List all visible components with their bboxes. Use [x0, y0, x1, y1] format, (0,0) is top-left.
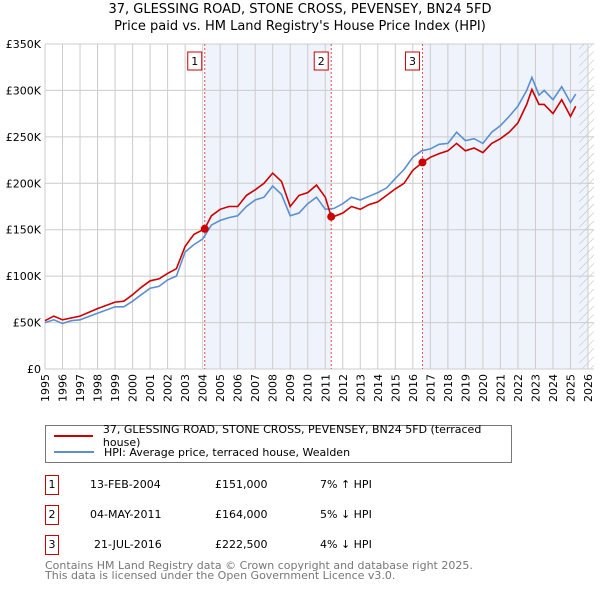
sale-label: 2	[318, 55, 325, 68]
shade-region	[422, 44, 588, 369]
y-tick-label: £300K	[6, 84, 42, 97]
sale-label-box	[404, 51, 420, 71]
forecast-hatch	[579, 44, 594, 369]
sale-hpi: 7% ↑ HPI	[320, 478, 372, 491]
sale-point	[200, 224, 209, 233]
x-tick-label: 2006	[232, 374, 245, 402]
x-tick-label: 2003	[179, 374, 192, 402]
sale-number: 1	[45, 475, 59, 495]
shade-region	[204, 44, 332, 369]
x-tick-label: 2026	[582, 374, 595, 402]
y-tick-label: £150K	[6, 224, 42, 237]
sale-price: £164,000	[215, 508, 268, 521]
sale-hpi: 5% ↓ HPI	[320, 508, 372, 521]
x-tick-label: 2011	[319, 374, 332, 402]
sale-label-box	[187, 51, 203, 71]
x-tick-label: 1997	[74, 374, 87, 402]
x-tick-label: 2002	[162, 374, 175, 402]
footer: Contains HM Land Registry data © Crown c…	[45, 559, 473, 582]
plot-area: 1995 1996 1997 1998 1999 2000 2001 2002 2003 2004…	[6, 38, 595, 402]
y-tick-label: £50K	[13, 317, 42, 330]
x-tick-label: 2023	[529, 374, 542, 402]
x-tick-label: 1995	[39, 374, 52, 402]
y-tick-label: £100K	[6, 270, 42, 283]
x-tick-label: 2015	[389, 374, 402, 402]
x-tick-label: 2020	[477, 374, 490, 402]
x-tick-label: 2017	[424, 374, 437, 402]
footer-line2: This data is licensed under the Open Gov…	[45, 569, 396, 582]
sale-point	[327, 212, 336, 221]
x-tick-label: 2019	[459, 374, 472, 402]
x-tick-label: 2012	[337, 374, 350, 402]
sale-date: 21-JUL-2016	[94, 538, 162, 551]
sale-point	[418, 158, 427, 167]
x-tick-label: 1999	[109, 374, 122, 402]
sale-hpi: 4% ↓ HPI	[320, 538, 372, 551]
sale-price: £222,500	[215, 538, 268, 551]
x-tick-label: 2016	[407, 374, 420, 402]
x-tick-label: 2025	[564, 374, 577, 402]
x-tick-label: 1998	[92, 374, 105, 402]
sale-label-box	[313, 51, 329, 71]
x-tick-label: 2004	[197, 374, 210, 402]
x-tick-label: 2009	[284, 374, 297, 402]
x-tick-label: 2013	[354, 374, 367, 402]
x-tick-label: 2021	[494, 374, 507, 402]
series-line	[44, 75, 577, 325]
sale-number: 2	[45, 505, 59, 525]
legend-swatch-hpi	[54, 451, 94, 453]
sale-date: 13-FEB-2004	[90, 478, 161, 491]
sale-label: 1	[191, 55, 198, 68]
sale-label: 3	[409, 55, 416, 68]
y-tick-label: £200K	[6, 177, 42, 190]
y-tick-label: £0	[27, 363, 41, 376]
x-tick-label: 2022	[512, 374, 525, 402]
x-tick-label: 2024	[547, 374, 560, 402]
sale-row: 2 04-MAY-2011 £164,000 5% ↓ HPI	[45, 505, 545, 525]
x-tick-label: 2005	[214, 374, 227, 402]
legend-swatch-property	[54, 435, 93, 437]
x-tick-label: 2010	[302, 374, 315, 402]
x-tick-label: 2000	[127, 374, 140, 402]
legend-label-hpi: HPI: Average price, terraced house, Weal…	[104, 445, 351, 459]
x-tick-label: 2008	[267, 374, 280, 402]
legend-label-property: 37, GLESSING ROAD, STONE CROSS, PEVENSEY…	[102, 423, 482, 449]
sale-row: 3 21-JUL-2016 £222,500 4% ↓ HPI	[45, 535, 545, 555]
sale-price: £151,000	[215, 478, 268, 491]
sale-number: 3	[45, 535, 59, 555]
x-tick-label: 2001	[144, 374, 157, 402]
y-tick-label: £350K	[6, 38, 42, 51]
x-tick-label: 2014	[372, 374, 385, 402]
legend: 37, GLESSING ROAD, STONE CROSS, PEVENSEY…	[45, 423, 512, 463]
chart-title: 37, GLESSING ROAD, STONE CROSS, PEVENSEY…	[108, 2, 492, 17]
chart-subtitle: Price paid vs. HM Land Registry's House …	[114, 19, 486, 34]
x-tick-label: 2018	[442, 374, 455, 402]
sale-date: 04-MAY-2011	[90, 508, 162, 521]
sale-row: 1 13-FEB-2004 £151,000 7% ↑ HPI	[45, 475, 545, 495]
x-tick-label: 1996	[57, 374, 70, 402]
x-tick-label: 2007	[249, 374, 262, 402]
footer-line1: Contains HM Land Registry data © Crown c…	[45, 559, 473, 572]
y-tick-label: £250K	[6, 131, 42, 144]
